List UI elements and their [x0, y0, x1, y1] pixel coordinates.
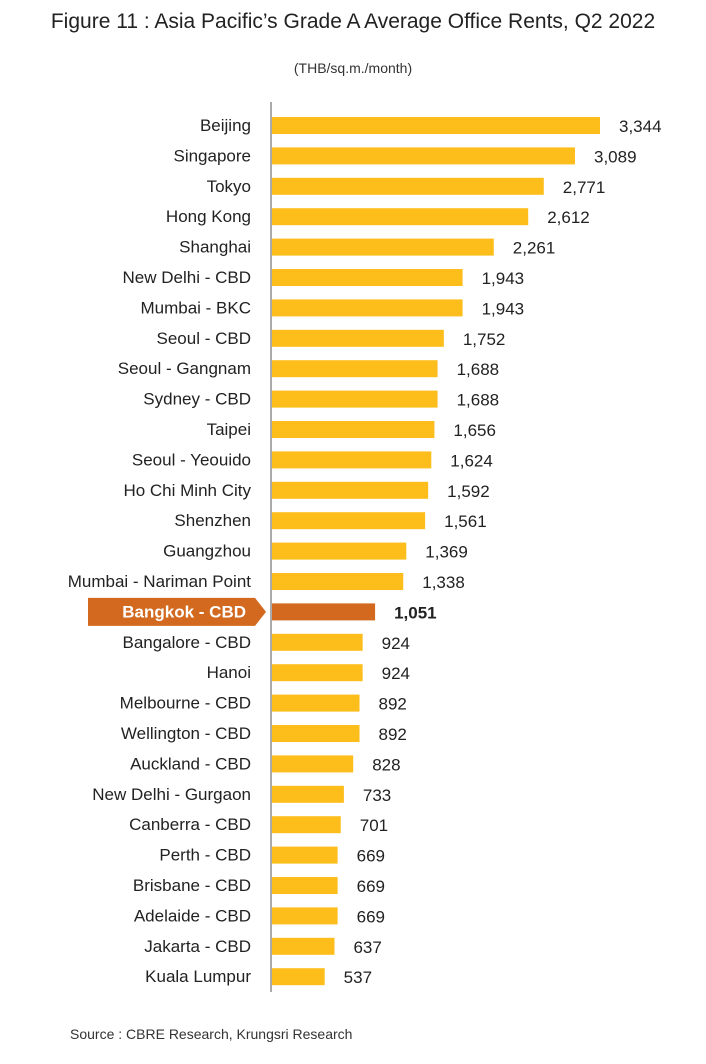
- value-label-bangkok-cbd: 1,051: [394, 603, 437, 622]
- category-label-singapore: Singapore: [173, 146, 251, 165]
- category-label-seoul-yeouido: Seoul - Yeouido: [132, 450, 251, 469]
- value-label-beijing: 3,344: [619, 117, 662, 136]
- category-label-taipei: Taipei: [207, 420, 251, 439]
- category-label-melbourne-cbd: Melbourne - CBD: [120, 694, 251, 713]
- bar-hanoi: [272, 664, 363, 682]
- bar-tokyo: [272, 177, 544, 195]
- value-label-melbourne-cbd: 892: [378, 695, 406, 714]
- bar-guangzhou: [272, 542, 407, 560]
- bar-mumbai-bkc: [272, 299, 463, 317]
- bar-singapore: [272, 147, 575, 165]
- category-label-kuala-lumpur: Kuala Lumpur: [145, 967, 251, 986]
- bar-seoul-gangnam: [272, 360, 438, 378]
- category-label-hong-kong: Hong Kong: [166, 207, 251, 226]
- bar-brisbane-cbd: [272, 877, 338, 894]
- category-label-seoul-cbd: Seoul - CBD: [157, 329, 251, 348]
- bar-seoul-yeouido: [272, 451, 432, 469]
- bar-shenzhen: [272, 512, 426, 530]
- source-note: Source : CBRE Research, Krungsri Researc…: [70, 1026, 353, 1042]
- category-label-shenzhen: Shenzhen: [174, 511, 251, 530]
- value-label-wellington-cbd: 892: [378, 725, 406, 744]
- value-label-hanoi: 924: [382, 664, 410, 683]
- bar-new-delhi-cbd: [272, 269, 463, 286]
- value-label-singapore: 3,089: [594, 147, 637, 166]
- bar-ho-chi-minh-city: [272, 481, 429, 499]
- bar-kuala-lumpur: [272, 968, 325, 986]
- category-label-canberra-cbd: Canberra - CBD: [129, 815, 251, 834]
- category-label-sydney-cbd: Sydney - CBD: [143, 390, 251, 409]
- bar-adelaide-cbd: [272, 907, 338, 925]
- category-label-jakarta-cbd: Jakarta - CBD: [144, 937, 251, 956]
- bar-taipei: [272, 421, 435, 438]
- category-label-bangkok-cbd: Bangkok - CBD: [122, 602, 246, 621]
- bar-mumbai-nariman-point: [272, 573, 404, 590]
- bar-bangalore-cbd: [272, 633, 363, 651]
- value-label-seoul-cbd: 1,752: [463, 330, 506, 349]
- bar-bangkok-cbd: [272, 603, 376, 621]
- value-label-ho-chi-minh-city: 1,592: [447, 482, 490, 501]
- category-label-beijing: Beijing: [200, 116, 251, 135]
- value-label-shenzhen: 1,561: [444, 512, 487, 531]
- category-label-tokyo: Tokyo: [207, 177, 251, 196]
- bar-canberra-cbd: [272, 816, 341, 834]
- chart-title: Figure 11 : Asia Pacific’s Grade A Avera…: [50, 10, 656, 33]
- bar-sydney-cbd: [272, 390, 438, 408]
- value-label-bangalore-cbd: 924: [382, 634, 410, 653]
- value-label-guangzhou: 1,369: [425, 543, 468, 562]
- category-label-new-delhi-cbd: New Delhi - CBD: [123, 268, 251, 287]
- value-label-tokyo: 2,771: [563, 178, 606, 197]
- bar-shanghai: [272, 238, 494, 256]
- category-label-ho-chi-minh-city: Ho Chi Minh City: [123, 481, 251, 500]
- category-label-perth-cbd: Perth - CBD: [159, 846, 251, 865]
- chart-subtitle: (THB/sq.m./month): [293, 60, 413, 76]
- bar-perth-cbd: [272, 846, 338, 864]
- bar-melbourne-cbd: [272, 694, 360, 712]
- bar-jakarta-cbd: [272, 937, 335, 955]
- category-label-mumbai-bkc: Mumbai - BKC: [140, 298, 251, 317]
- category-label-guangzhou: Guangzhou: [163, 542, 251, 561]
- value-label-seoul-gangnam: 1,688: [457, 360, 500, 379]
- value-label-canberra-cbd: 701: [360, 816, 388, 835]
- bar-new-delhi-gurgaon: [272, 785, 344, 803]
- value-label-auckland-cbd: 828: [372, 755, 400, 774]
- category-label-auckland-cbd: Auckland - CBD: [130, 754, 251, 773]
- value-label-sydney-cbd: 1,688: [457, 391, 500, 410]
- category-label-wellington-cbd: Wellington - CBD: [121, 724, 251, 743]
- bar-beijing: [272, 117, 600, 134]
- bar-wellington-cbd: [272, 725, 360, 742]
- value-label-mumbai-bkc: 1,943: [482, 299, 525, 318]
- category-label-bangalore-cbd: Bangalore - CBD: [122, 633, 251, 652]
- bar-seoul-cbd: [272, 329, 444, 347]
- category-label-new-delhi-gurgaon: New Delhi - Gurgaon: [92, 785, 251, 804]
- value-label-adelaide-cbd: 669: [357, 907, 385, 926]
- category-label-mumbai-nariman-point: Mumbai - Nariman Point: [68, 572, 252, 591]
- category-label-adelaide-cbd: Adelaide - CBD: [134, 906, 251, 925]
- highlight-tag: [88, 597, 266, 626]
- value-label-kuala-lumpur: 537: [344, 968, 372, 987]
- value-label-shanghai: 2,261: [513, 239, 556, 258]
- bar-auckland-cbd: [272, 755, 354, 773]
- value-label-new-delhi-cbd: 1,943: [482, 269, 525, 288]
- value-label-hong-kong: 2,612: [547, 208, 590, 227]
- bar-hong-kong: [272, 208, 529, 226]
- value-label-perth-cbd: 669: [357, 847, 385, 866]
- value-label-jakarta-cbd: 637: [353, 938, 381, 957]
- category-label-brisbane-cbd: Brisbane - CBD: [133, 876, 251, 895]
- value-label-seoul-yeouido: 1,624: [450, 451, 493, 470]
- value-label-mumbai-nariman-point: 1,338: [422, 573, 465, 592]
- category-label-seoul-gangnam: Seoul - Gangnam: [118, 359, 251, 378]
- value-label-taipei: 1,656: [453, 421, 496, 440]
- value-label-brisbane-cbd: 669: [357, 877, 385, 896]
- category-label-hanoi: Hanoi: [207, 663, 251, 682]
- value-label-new-delhi-gurgaon: 733: [363, 786, 391, 805]
- category-label-shanghai: Shanghai: [179, 238, 251, 257]
